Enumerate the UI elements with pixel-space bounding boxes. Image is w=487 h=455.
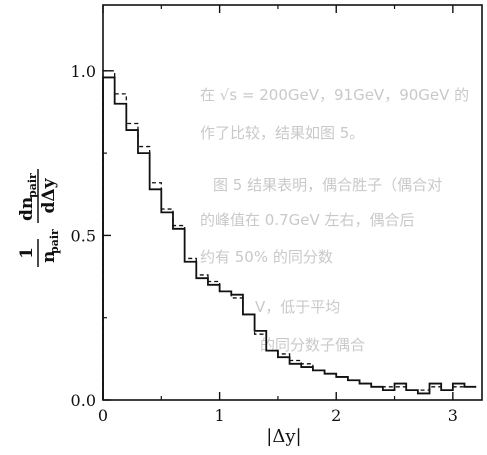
background-text-line: 的同分数子偶合 <box>260 336 365 354</box>
background-text-line: 的峰值在 0.7GeV 左右，偶合后 <box>200 211 415 229</box>
y-tick-label: 0.0 <box>71 391 96 410</box>
x-axis-label: |Δy| <box>266 426 301 447</box>
background-text-line: 作了比较，结果如图 5。 <box>200 124 364 142</box>
tick-labels: 0 1 2 3 0.0 0.5 1.0 <box>71 62 458 425</box>
background-text-line: 图 5 结果表明，偶合胜子（偶合对 <box>213 176 442 194</box>
y-label-denominator-1: n <box>39 251 59 263</box>
x-tick-label: 2 <box>331 406 341 425</box>
y-label-numerator-2: dn <box>17 197 37 221</box>
series-group <box>102 70 477 400</box>
x-tick-label: 3 <box>448 406 458 425</box>
x-tick-label: 1 <box>215 406 225 425</box>
y-tick-label: 1.0 <box>71 62 96 81</box>
y-tick-label: 0.5 <box>71 226 96 245</box>
y-label-numerator-1: 1 <box>17 247 37 259</box>
x-tick-label: 0 <box>98 406 108 425</box>
background-text-line: V，低于平均 <box>255 298 340 316</box>
y-label-denominator-2: dΔy <box>39 177 59 213</box>
background-text-line: 在 √s = 200GeV，91GeV，90GeV 的 <box>200 86 469 104</box>
background-text-line: 约有 50% 的同分数 <box>200 248 333 266</box>
dashed-histogram-line <box>102 70 477 400</box>
y-label-numerator-2-sub: pair <box>26 173 39 198</box>
y-label-denominator-1-sub: pair <box>48 229 61 254</box>
